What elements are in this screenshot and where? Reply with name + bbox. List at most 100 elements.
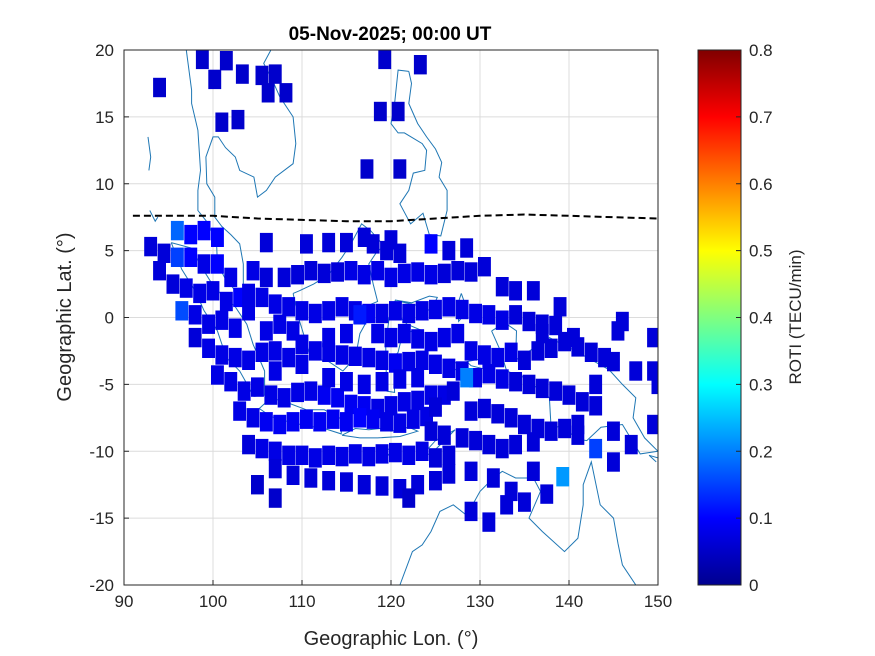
roti-cell (482, 434, 496, 455)
roti-cell (268, 441, 282, 461)
x-tick-label: 110 (288, 592, 315, 611)
roti-cell (366, 409, 380, 429)
roti-cell (322, 232, 336, 253)
y-tick-label: -20 (89, 576, 114, 595)
roti-cell (397, 392, 411, 412)
roti-cell (353, 305, 367, 325)
roti-cell (279, 83, 293, 103)
roti-cell (482, 364, 496, 384)
roti-cell (651, 374, 658, 395)
roti-cell (553, 297, 567, 317)
roti-cell (184, 224, 198, 245)
roti-cell (558, 418, 571, 439)
roti-cell (282, 347, 296, 368)
roti-cell (411, 329, 425, 349)
roti-cell (437, 327, 451, 348)
colorbar-tick-label: 0.5 (749, 242, 773, 261)
roti-cell (375, 303, 389, 324)
roti-cell (335, 446, 349, 467)
y-tick-label: 20 (95, 41, 114, 60)
roti-cell (224, 267, 238, 288)
roti-cell (375, 444, 389, 464)
roti-cell (413, 55, 427, 75)
roti-cell (282, 297, 296, 317)
roti-cell (246, 261, 260, 281)
roti-blocks (144, 50, 658, 532)
roti-cell (242, 283, 255, 304)
roti-cell (360, 159, 374, 179)
roti-cell (411, 262, 425, 282)
roti-cell (153, 77, 166, 98)
roti-cell (504, 408, 518, 428)
roti-cell (518, 350, 531, 370)
roti-cell (589, 438, 603, 459)
roti-cell (415, 350, 429, 370)
roti-cell (331, 262, 344, 282)
roti-cell (322, 471, 336, 491)
roti-cell (202, 314, 215, 334)
roti-cell (193, 283, 207, 304)
coastline-segment (390, 69, 448, 237)
roti-cell (509, 305, 522, 325)
roti-cell (179, 278, 193, 298)
roti-cell (429, 397, 442, 417)
roti-cell (535, 323, 549, 344)
roti-cell (442, 358, 456, 378)
roti-cell (442, 445, 456, 465)
y-tick-label: -15 (89, 509, 114, 528)
roti-cell (455, 299, 469, 320)
roti-cell (357, 374, 371, 395)
roti-cell (647, 414, 658, 435)
roti-cell (304, 261, 318, 281)
roti-cell (197, 254, 211, 274)
roti-cell (188, 305, 202, 325)
roti-cell (589, 374, 603, 395)
roti-cell (629, 361, 643, 381)
roti-cell (397, 263, 411, 284)
roti-cell (607, 421, 620, 441)
roti-cell (402, 488, 416, 508)
roti-cell (282, 445, 296, 465)
roti-cell (322, 301, 336, 321)
colorbar-tick-label: 0.3 (749, 375, 773, 394)
roti-cell (228, 318, 242, 338)
roti-cell (647, 327, 658, 348)
roti-cell (166, 274, 180, 294)
roti-cell (231, 109, 245, 130)
roti-cell (259, 321, 273, 341)
roti-cell (153, 261, 166, 281)
roti-cell (460, 238, 474, 258)
magnetic-equator-line (132, 213, 659, 223)
roti-cell (464, 341, 478, 361)
roti-cell (571, 425, 585, 445)
roti-cell (144, 236, 158, 257)
roti-cell (242, 301, 255, 321)
roti-cell (526, 281, 540, 301)
roti-cell (451, 323, 465, 344)
roti-cell (518, 414, 531, 435)
roti-cell (170, 220, 184, 241)
roti-cell (375, 372, 389, 392)
roti-cell (242, 350, 255, 370)
roti-cell (607, 351, 620, 372)
roti-cell (211, 227, 224, 247)
roti-cell (259, 412, 273, 432)
colorbar-tick-label: 0.2 (749, 442, 773, 461)
roti-cell (211, 254, 224, 274)
roti-cell (540, 484, 554, 504)
roti-cell (308, 448, 322, 468)
roti-cell (446, 381, 460, 401)
roti-cell (424, 331, 438, 352)
coastline-segment (149, 210, 159, 223)
y-axis-ticks: 20 15 10 5 0 -5 -10 -15 -20 (89, 41, 129, 595)
roti-cell (406, 409, 420, 429)
roti-cell (415, 441, 429, 461)
roti-cell (317, 263, 331, 284)
roti-cell (393, 159, 407, 179)
roti-cell (549, 381, 563, 401)
roti-cell (375, 350, 389, 370)
roti-cell (322, 445, 336, 465)
roti-cell (429, 471, 442, 491)
roti-cell (402, 445, 416, 465)
